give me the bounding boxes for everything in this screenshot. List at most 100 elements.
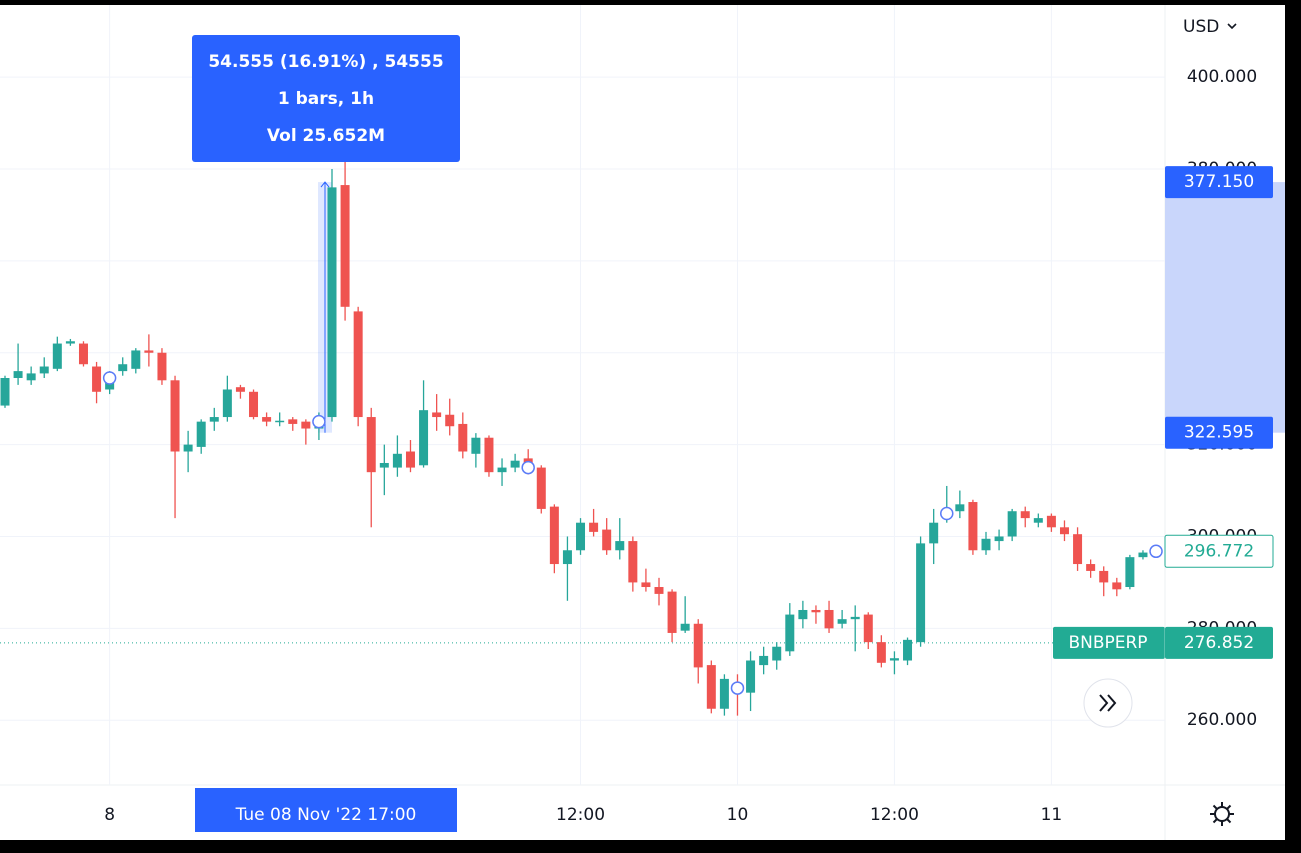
candle-body (589, 522, 599, 532)
currency-chevron[interactable] (1227, 23, 1237, 30)
measure-arrow (320, 181, 330, 433)
marker (312, 414, 326, 429)
crosshair-label-box (195, 788, 457, 832)
gear-teeth[interactable] (1210, 802, 1234, 826)
price-tag (1165, 626, 1273, 659)
candle-body (484, 437, 494, 473)
candle-body (1086, 564, 1096, 571)
y-tick-label: 400.000 (1187, 67, 1257, 87)
candle-body (392, 453, 402, 468)
candle-body (576, 522, 586, 551)
candle-body (680, 623, 690, 631)
price-tag (1164, 534, 1274, 568)
candle-body (615, 541, 625, 551)
candle-body (405, 451, 415, 468)
candle-body (549, 506, 559, 565)
candle-body (536, 467, 546, 509)
candle-body (981, 538, 991, 551)
crosshair-label: Tue 08 Nov '22 17:00 (235, 805, 417, 825)
currency-label[interactable]: USD (1183, 17, 1219, 37)
candle-body (562, 550, 572, 565)
candle-body (850, 616, 860, 620)
candle-body (824, 609, 834, 629)
candle-body (340, 185, 350, 307)
marker (1149, 544, 1163, 559)
candle-body (419, 410, 429, 466)
candle-body (157, 352, 167, 381)
reference-name-tag (1053, 626, 1165, 659)
candle-body (92, 366, 102, 392)
candle-body (275, 420, 285, 423)
candle-body (196, 421, 206, 447)
candle-body (955, 504, 965, 512)
x-tick-label: 10 (727, 805, 749, 825)
candle-body (249, 391, 259, 418)
tooltip (192, 35, 460, 162)
candle-body (772, 646, 782, 661)
price-tag-label: 296.772 (1184, 541, 1254, 561)
price-tag-label: 377.150 (1184, 172, 1254, 192)
candle-body (1046, 515, 1056, 528)
candle-body (209, 417, 219, 422)
price-tag (1165, 166, 1273, 199)
candle-body (458, 423, 468, 452)
candle-body (144, 350, 154, 353)
measure-axis-area (1165, 182, 1285, 433)
candle-body (379, 462, 389, 468)
candle-body (719, 678, 729, 709)
candle-body (471, 437, 481, 454)
candle-body (798, 609, 808, 620)
candle-body (327, 187, 337, 418)
candle-body (1020, 511, 1030, 519)
candle-body (994, 536, 1004, 542)
candle-body (183, 444, 193, 452)
candle-body (628, 541, 638, 583)
candle-body (288, 419, 298, 424)
candle-body (78, 343, 88, 365)
candle-body (1112, 582, 1122, 590)
marker (940, 506, 954, 521)
candle-body (235, 387, 245, 392)
price-tag (1165, 416, 1273, 449)
candle-body (706, 665, 716, 709)
candle-body (65, 341, 75, 344)
candle-body (131, 350, 141, 369)
candle-body (693, 623, 703, 668)
tooltip-line: 54.555 (16.91%) , 54555 (208, 52, 443, 72)
candle-body (0, 378, 10, 406)
candle-body (445, 414, 455, 427)
candle-body (1125, 557, 1135, 588)
candle-body (759, 655, 769, 666)
candle-body (837, 619, 847, 624)
candle-body (968, 502, 978, 551)
candle-body (746, 660, 756, 693)
candle-body (262, 417, 272, 422)
candle-body (1138, 552, 1148, 558)
candle-body (785, 614, 795, 652)
candle-body (903, 639, 913, 661)
candle-body (929, 522, 939, 544)
x-tick-label: 8 (104, 805, 115, 825)
marker (102, 371, 117, 385)
scroll-button[interactable] (1083, 678, 1133, 728)
overlay: 377.150 322.595 296.772 BNBPERP 276.852 54.55… (192, 35, 1274, 832)
candle-body (916, 543, 926, 643)
settings-button[interactable] (1210, 802, 1234, 826)
price-tag-label: 322.595 (1184, 423, 1254, 443)
tooltip-line: Vol 25.652M (267, 126, 385, 146)
candle-body (641, 582, 651, 588)
candle-body (1099, 570, 1109, 583)
candle-body (876, 642, 886, 663)
marker (521, 460, 535, 475)
y-tick-label: 260.000 (1187, 710, 1257, 730)
grid (0, 5, 1165, 785)
scroll-icon[interactable] (1099, 694, 1117, 712)
candle-body (432, 412, 442, 418)
x-tick-label: 12:00 (870, 805, 919, 825)
candle-body (26, 373, 36, 381)
marker (730, 681, 745, 695)
candle-body (52, 343, 62, 369)
candle-body (667, 591, 677, 633)
candle-body (602, 529, 612, 551)
